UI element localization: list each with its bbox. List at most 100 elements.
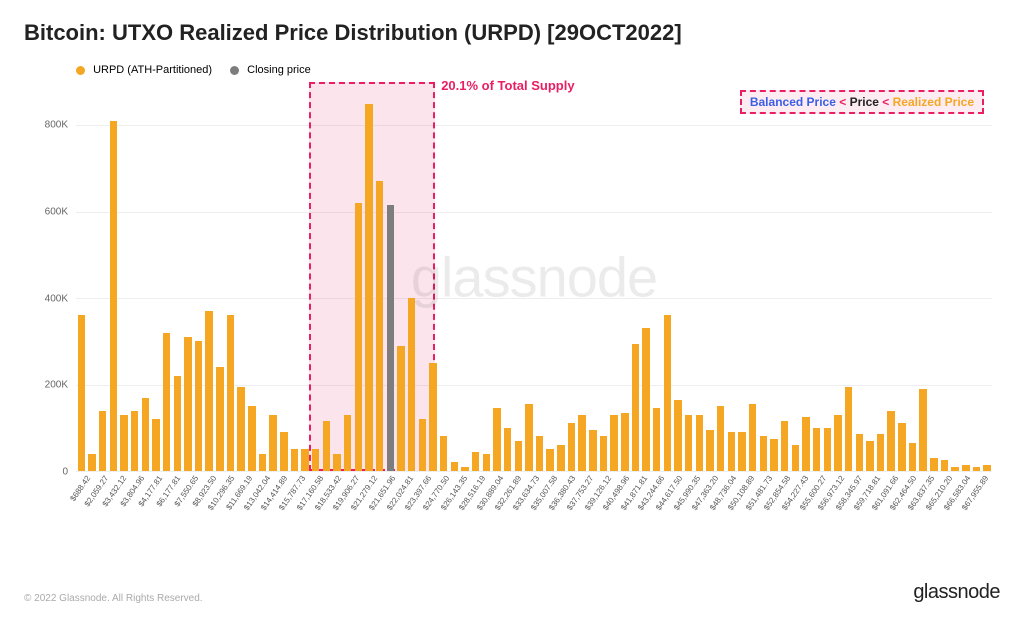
bar-urpd [355,203,362,471]
bar-urpd [962,465,969,471]
bar-column [886,82,897,471]
bar-urpd [461,467,468,471]
bar-urpd [781,421,788,471]
bar-column [950,82,961,471]
bar-column [758,82,769,471]
bar-column [577,82,588,471]
bar-column [811,82,822,471]
bar-closing-price [387,205,394,471]
bar-urpd [131,411,138,472]
bar-column [769,82,780,471]
bar-urpd [408,298,415,471]
bar-column [513,82,524,471]
bar-urpd [88,454,95,471]
bar-urpd [856,434,863,471]
bar-column [151,82,162,471]
bar-column [460,82,471,471]
bar-urpd [706,430,713,471]
bar-column [929,82,940,471]
bar-urpd [951,467,958,471]
x-tick: $67,955.89 [974,472,992,512]
bar-column [374,82,385,471]
bar-urpd [983,465,990,471]
highlight-label: 20.1% of Total Supply [441,78,574,93]
bar-urpd [515,441,522,471]
bar-urpd [216,367,223,471]
plot-area: glassnode Balanced Price < Price < Reali… [76,82,992,472]
bar-urpd [802,417,809,471]
bar-column [108,82,119,471]
bar-urpd [845,387,852,471]
bar-urpd [259,454,266,471]
bar-urpd [205,311,212,471]
bar-column [353,82,364,471]
bar-urpd [642,328,649,471]
legend-item-urpd: URPD (ATH-Partitioned) [76,64,212,76]
bar-column [726,82,737,471]
bar-urpd [397,346,404,471]
bar-urpd [887,411,894,472]
bar-urpd [376,181,383,471]
bar-urpd [142,398,149,471]
bar-urpd [451,462,458,471]
bar-urpd [813,428,820,471]
bar-urpd [589,430,596,471]
bar-column [556,82,567,471]
legend-label-urpd: URPD (ATH-Partitioned) [93,64,212,76]
bar-column [843,82,854,471]
bar-urpd [738,432,745,471]
bar-urpd [440,436,447,471]
y-tick-label: 0 [62,467,68,478]
bar-urpd [866,441,873,471]
bar-column [875,82,886,471]
info-badge-part: Realized Price [893,95,974,109]
bar-urpd [578,415,585,471]
bar-urpd [419,419,426,471]
bar-urpd [291,449,298,471]
bar-urpd [525,404,532,471]
bar-column [737,82,748,471]
bar-column [396,82,407,471]
bar-urpd [557,445,564,471]
y-tick-label: 200K [45,380,68,391]
bar-urpd [237,387,244,471]
info-badge-part: < [836,95,850,109]
bar-urpd [493,408,500,471]
bar-column [694,82,705,471]
bar-column [406,82,417,471]
bar-urpd [365,104,372,471]
bar-column [449,82,460,471]
bar-column [833,82,844,471]
bar-urpd [664,315,671,471]
bar-urpd [429,363,436,471]
chart-title: Bitcoin: UTXO Realized Price Distributio… [24,20,1000,46]
bar-urpd [120,415,127,471]
bar-urpd [184,337,191,471]
bar-urpd [195,341,202,471]
bar-column [257,82,268,471]
chart-area: 0200K400K600K800K glassnode Balanced Pri… [24,82,1000,512]
bar-column [247,82,258,471]
copyright-text: © 2022 Glassnode. All Rights Reserved. [24,593,203,604]
bar-column [310,82,321,471]
bar-column [918,82,929,471]
legend-swatch-closing [230,66,239,75]
bar-column [801,82,812,471]
bar-column [225,82,236,471]
bar-column [673,82,684,471]
y-tick-label: 800K [45,120,68,131]
bar-urpd [78,315,85,471]
bar-urpd [919,389,926,471]
bar-column [438,82,449,471]
bar-column [481,82,492,471]
bar-column [524,82,535,471]
bar-column [897,82,908,471]
info-badge: Balanced Price < Price < Realized Price [740,90,984,114]
bar-urpd [632,344,639,472]
bar-column [278,82,289,471]
bar-urpd [227,315,234,471]
bar-column [172,82,183,471]
y-tick-label: 600K [45,207,68,218]
bar-urpd [941,460,948,471]
bar-urpd [536,436,543,471]
